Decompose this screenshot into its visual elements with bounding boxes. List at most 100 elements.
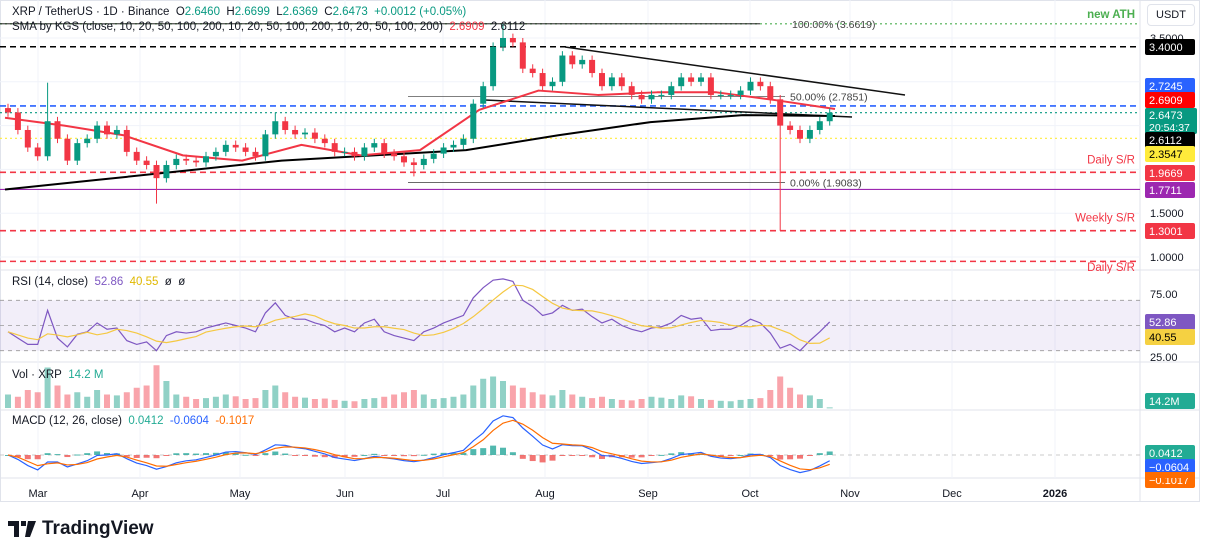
- volume-bar: [94, 390, 101, 408]
- candle-body: [777, 99, 784, 126]
- low-label: L: [276, 6, 283, 18]
- candle-body: [460, 138, 467, 145]
- volume-bar: [351, 401, 358, 408]
- macd-histogram-bar: [74, 454, 81, 456]
- volume-bar: [420, 394, 427, 408]
- volume-bar: [519, 387, 526, 408]
- volume-legend[interactable]: Vol · XRP 14.2 M: [12, 369, 103, 381]
- x-tick-label: Dec: [942, 488, 962, 500]
- trendline-lower: [484, 99, 853, 118]
- volume-bar: [74, 392, 81, 408]
- weekly-sr-label: Weekly S/R: [1075, 213, 1135, 225]
- macd-histogram-bar: [668, 453, 675, 455]
- candle-body: [84, 138, 91, 144]
- candle-body: [381, 143, 388, 154]
- macd-histogram-bar: [242, 454, 249, 456]
- macd-histogram-bar: [509, 452, 516, 455]
- candle-body: [34, 147, 41, 157]
- macd-histogram-bar: [559, 455, 566, 456]
- high-label: H: [226, 6, 235, 18]
- x-tick-label: May: [230, 488, 251, 500]
- macd-histogram-bar: [104, 453, 110, 455]
- volume-bar: [747, 399, 754, 408]
- macd-title: MACD (12, 26, close): [12, 415, 122, 427]
- volume-bar: [381, 396, 388, 408]
- candle-body: [222, 144, 229, 152]
- tradingview-logo[interactable]: TradingView: [8, 518, 154, 540]
- candle-body: [717, 94, 724, 96]
- macd-legend[interactable]: MACD (12, 26, close) 0.0412 -0.0604 -0.1…: [12, 415, 254, 427]
- volume-bar: [509, 385, 516, 408]
- macd-histogram-bar: [302, 455, 308, 456]
- candle-body: [351, 151, 358, 157]
- macd-histogram-bar: [460, 452, 467, 455]
- symbol-title[interactable]: XRP / TetherUS · 1D · Binance: [12, 6, 170, 18]
- candle-body: [698, 77, 704, 82]
- candle-body: [54, 121, 61, 139]
- macd-signal-line: [7, 419, 830, 471]
- macd-histogram-bar: [430, 453, 437, 455]
- rsi-legend[interactable]: RSI (14, close) 52.86 40.55 ø ø: [12, 276, 185, 288]
- volume-bar: [737, 399, 744, 408]
- volume-bar: [678, 395, 685, 408]
- volume-bar: [222, 394, 229, 408]
- volume-bar: [490, 376, 497, 408]
- macd-histogram-bar: [826, 451, 833, 455]
- macd-histogram-bar: [292, 455, 299, 456]
- macd-histogram-bar: [797, 455, 803, 459]
- candle-body: [183, 158, 190, 161]
- macd-histogram-bar: [767, 455, 774, 457]
- daily-sr-label-2: Daily S/R: [1087, 262, 1135, 274]
- macd-histogram-bar: [480, 448, 487, 455]
- volume-bar: [262, 390, 269, 408]
- volume-bar: [321, 398, 328, 408]
- currency-button[interactable]: USDT: [1147, 4, 1195, 26]
- candle-body: [193, 160, 200, 163]
- price-label-daily-sr: 1.9669: [1149, 168, 1183, 180]
- candle-body: [589, 59, 596, 74]
- price-label-sma: 2.7245: [1149, 81, 1183, 93]
- price-label-3400-bg: [1145, 39, 1195, 55]
- macd-histogram-bar: [361, 454, 368, 456]
- volume-bar: [104, 394, 110, 408]
- fib-label: 50.00% (2.7851): [790, 92, 868, 104]
- volume-bar: [450, 396, 457, 408]
- candle-body: [707, 77, 714, 95]
- macd-histogram-bar: [391, 455, 398, 456]
- macd-histogram-bar: [163, 455, 170, 456]
- macd-histogram-bar: [727, 455, 734, 457]
- x-tick-label: 2026: [1043, 488, 1067, 500]
- candle-body: [559, 55, 566, 82]
- sma-title: SMA by KGS (close, 10, 20, 50, 100, 200,…: [12, 21, 443, 33]
- candle-body: [678, 77, 685, 87]
- rsi-title: RSI (14, close): [12, 276, 89, 288]
- volume-bar: [84, 396, 91, 408]
- macd-signal-label: −0.0604: [1149, 462, 1189, 474]
- macd-signal-label-bg: [1145, 459, 1195, 475]
- volume-bar: [173, 394, 180, 408]
- macd-histogram-bar: [44, 453, 51, 455]
- candle-body: [450, 144, 457, 148]
- rsi-extra-2: ø: [178, 276, 186, 288]
- macd-histogram-bar: [589, 455, 596, 458]
- volume-bar: [232, 396, 239, 408]
- candle-body: [668, 86, 675, 95]
- volume-bar: [806, 395, 813, 408]
- volume-bar: [480, 378, 487, 408]
- macd-histogram-bar: [638, 455, 645, 458]
- close-label: C: [324, 6, 333, 18]
- macd-histogram-bar: [579, 455, 586, 456]
- candle-body: [757, 81, 764, 87]
- logo-text: TradingView: [42, 518, 154, 539]
- volume-bar: [54, 385, 61, 408]
- macd-histogram-bar: [549, 455, 556, 461]
- candle-body: [519, 42, 526, 69]
- change-value: +0.0012 (+0.05%): [374, 6, 467, 18]
- candle-body: [579, 59, 586, 65]
- volume-bar: [410, 390, 417, 408]
- sma-legend[interactable]: SMA by KGS (close, 10, 20, 50, 100, 200,…: [12, 21, 525, 33]
- volume-bar: [143, 385, 150, 408]
- candle-body: [797, 129, 803, 139]
- macd-histogram-bar: [311, 455, 318, 457]
